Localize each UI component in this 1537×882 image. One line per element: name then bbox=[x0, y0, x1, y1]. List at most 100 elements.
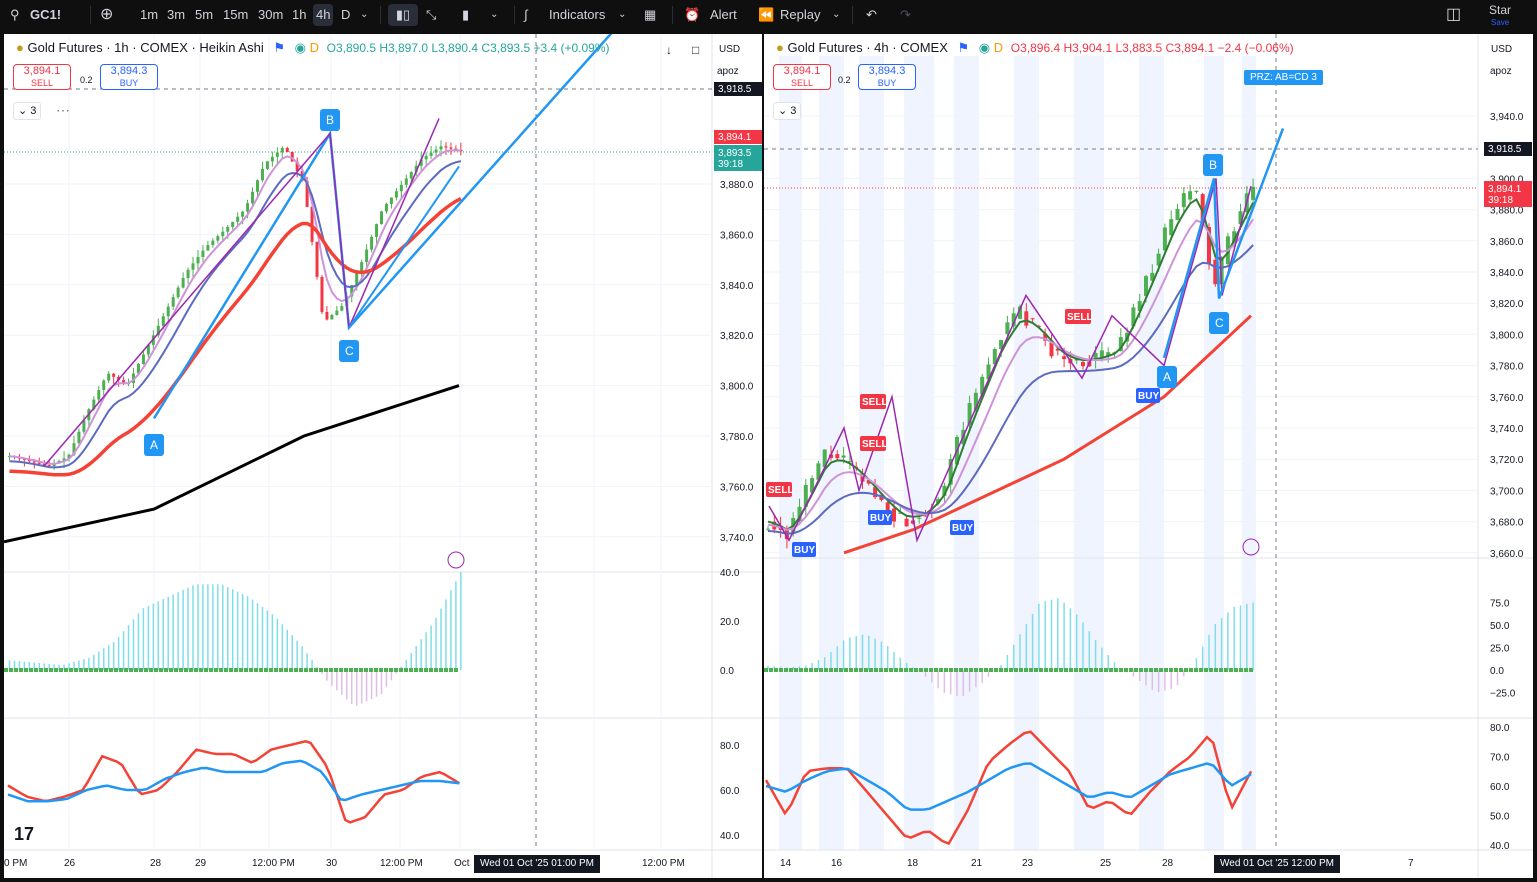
ma-line-slow bbox=[9, 196, 462, 477]
candle-body bbox=[766, 528, 770, 530]
pattern-label: C bbox=[1215, 316, 1224, 330]
candle-body bbox=[1188, 191, 1193, 200]
candle-body bbox=[803, 484, 808, 507]
candle-body bbox=[444, 146, 448, 148]
search-icon[interactable]: ⚲ bbox=[10, 7, 20, 22]
left-chart-title[interactable]: Gold Futures · 1h · COMEX · Heikin Ashi bbox=[27, 40, 264, 55]
candle-body bbox=[265, 161, 269, 169]
candle-body bbox=[325, 311, 329, 320]
currency-label[interactable]: USD bbox=[719, 44, 741, 55]
chart-type-dropdown-icon[interactable]: ⌄ bbox=[490, 9, 499, 20]
ma-line-mid bbox=[9, 160, 462, 469]
candle-body bbox=[986, 364, 991, 380]
replay-dropdown-icon[interactable]: ⌄ bbox=[832, 9, 841, 20]
left-ohlc: O3,890.5 H3,897.0 L3,890.4 C3,893.5 +3.4… bbox=[326, 41, 610, 55]
candle-body bbox=[375, 224, 379, 237]
chart-type-icon[interactable]: ⤡ bbox=[426, 7, 437, 22]
pattern-label: B bbox=[1209, 158, 1217, 172]
rsi-tick: 50.0 bbox=[1490, 812, 1510, 823]
signal-label: SELL bbox=[1067, 312, 1093, 323]
osc-tick: 50.0 bbox=[1490, 621, 1510, 632]
undo-icon[interactable]: ↶ bbox=[866, 7, 877, 22]
candle-body bbox=[847, 460, 852, 462]
sell-button[interactable]: 3,894.1 SELL bbox=[13, 64, 71, 90]
save-label[interactable]: Save bbox=[1491, 18, 1510, 27]
scale-label[interactable]: apoz bbox=[1490, 66, 1512, 77]
buy-button[interactable]: 3,894.3 BUY bbox=[858, 64, 916, 90]
indicators-dropdown-icon[interactable]: ⌄ bbox=[618, 9, 627, 20]
more-icon[interactable]: ⋯ bbox=[56, 102, 70, 118]
candle-body bbox=[384, 203, 388, 212]
interval-dropdown-icon[interactable]: ⌄ bbox=[360, 9, 369, 20]
indicators-collapse[interactable]: ⌄ 3 bbox=[13, 102, 42, 120]
candle-body bbox=[1200, 194, 1205, 223]
buy-button[interactable]: 3,894.3 BUY bbox=[100, 64, 158, 90]
alert-icon[interactable]: ⏰ bbox=[684, 7, 701, 22]
candle-body bbox=[429, 152, 433, 156]
divider bbox=[380, 6, 381, 24]
right-chart-canvas[interactable]: 3,940.03,920.03,900.03,880.03,860.03,840… bbox=[764, 34, 1533, 878]
candles-icon[interactable]: ▮▯ bbox=[388, 4, 418, 26]
alert-button[interactable]: Alert bbox=[710, 7, 737, 22]
redo-icon[interactable]: ↷ bbox=[900, 7, 911, 22]
buy-price: 3,894.3 bbox=[110, 65, 148, 77]
candle-body bbox=[231, 221, 235, 227]
maximize-icon[interactable]: □ bbox=[692, 43, 700, 57]
time-tick: 28 bbox=[150, 858, 162, 869]
signal-label: BUY bbox=[952, 523, 973, 534]
dashed-price-tag bbox=[1484, 142, 1532, 156]
sell-button[interactable]: 3,894.1 SELL bbox=[773, 64, 831, 90]
replay-button[interactable]: Replay bbox=[780, 7, 821, 22]
candle-body bbox=[439, 146, 443, 150]
symbol-search[interactable]: GC1! bbox=[30, 7, 62, 22]
bars-icon[interactable]: ▮ bbox=[462, 7, 470, 22]
panel-toggle-icon[interactable]: ◫ bbox=[1446, 6, 1462, 23]
interval-15m[interactable]: 15m bbox=[223, 7, 249, 22]
indicator-count: 3 bbox=[30, 105, 37, 117]
interval-d[interactable]: D bbox=[341, 7, 351, 22]
signal-tag bbox=[792, 542, 816, 557]
interval-30m[interactable]: 30m bbox=[258, 7, 284, 22]
divider bbox=[514, 6, 515, 24]
indicators-collapse[interactable]: ⌄ 3 bbox=[773, 102, 802, 120]
left-chart-pane[interactable]: 3,880.0 3,860.0 3,840.0 3,820.0 3,800.0 3,780… bbox=[4, 34, 762, 878]
interval-4h[interactable]: 4h bbox=[313, 4, 334, 26]
signal-label: BUY bbox=[1138, 391, 1159, 402]
candle-body bbox=[1030, 318, 1035, 320]
candle-body bbox=[1213, 259, 1218, 285]
candle-body bbox=[1194, 190, 1199, 192]
scale-label[interactable]: apoz bbox=[717, 66, 739, 77]
star-label[interactable]: Star bbox=[1489, 3, 1512, 17]
currency-label[interactable]: USD bbox=[1491, 44, 1513, 55]
time-tick: Oct bbox=[454, 858, 470, 869]
candle-body bbox=[1049, 341, 1054, 357]
interval-1m[interactable]: 1m bbox=[140, 7, 159, 22]
candle-body bbox=[936, 499, 941, 504]
candle-body bbox=[315, 241, 319, 277]
indicators-button[interactable]: Indicators bbox=[549, 7, 606, 22]
add-symbol-icon[interactable]: ⊕ bbox=[100, 6, 114, 23]
session-band bbox=[1014, 56, 1039, 850]
candle-body bbox=[280, 147, 284, 153]
layout-grid-icon[interactable]: ▦ bbox=[644, 7, 657, 22]
replay-icon[interactable]: ⏪ bbox=[758, 7, 775, 22]
interval-1h[interactable]: 1h bbox=[292, 7, 307, 22]
candle-body bbox=[1099, 350, 1104, 359]
candle-body bbox=[910, 520, 915, 524]
candle-body bbox=[132, 373, 135, 384]
last-price-tag bbox=[1484, 181, 1532, 207]
right-chart-pane[interactable]: 3,940.03,920.03,900.03,880.03,860.03,840… bbox=[764, 34, 1533, 878]
interval-5m[interactable]: 5m bbox=[195, 7, 214, 22]
price-tick: 3,940.0 bbox=[1490, 112, 1524, 123]
time-tick: 26 bbox=[64, 858, 76, 869]
price-tick: 3,780.0 bbox=[1490, 362, 1524, 373]
candle-body bbox=[892, 508, 896, 522]
indicators-icon[interactable]: ∫ bbox=[524, 7, 528, 22]
candle-body bbox=[923, 515, 928, 517]
interval-3m[interactable]: 3m bbox=[167, 7, 186, 22]
left-chart-canvas[interactable]: 3,880.0 3,860.0 3,840.0 3,820.0 3,800.0 3,780… bbox=[4, 34, 762, 878]
lightning-icon bbox=[447, 551, 465, 569]
download-icon[interactable]: ↓ bbox=[666, 43, 672, 57]
right-chart-title[interactable]: Gold Futures · 4h · COMEX bbox=[787, 40, 948, 55]
pattern-point-B bbox=[320, 109, 340, 131]
